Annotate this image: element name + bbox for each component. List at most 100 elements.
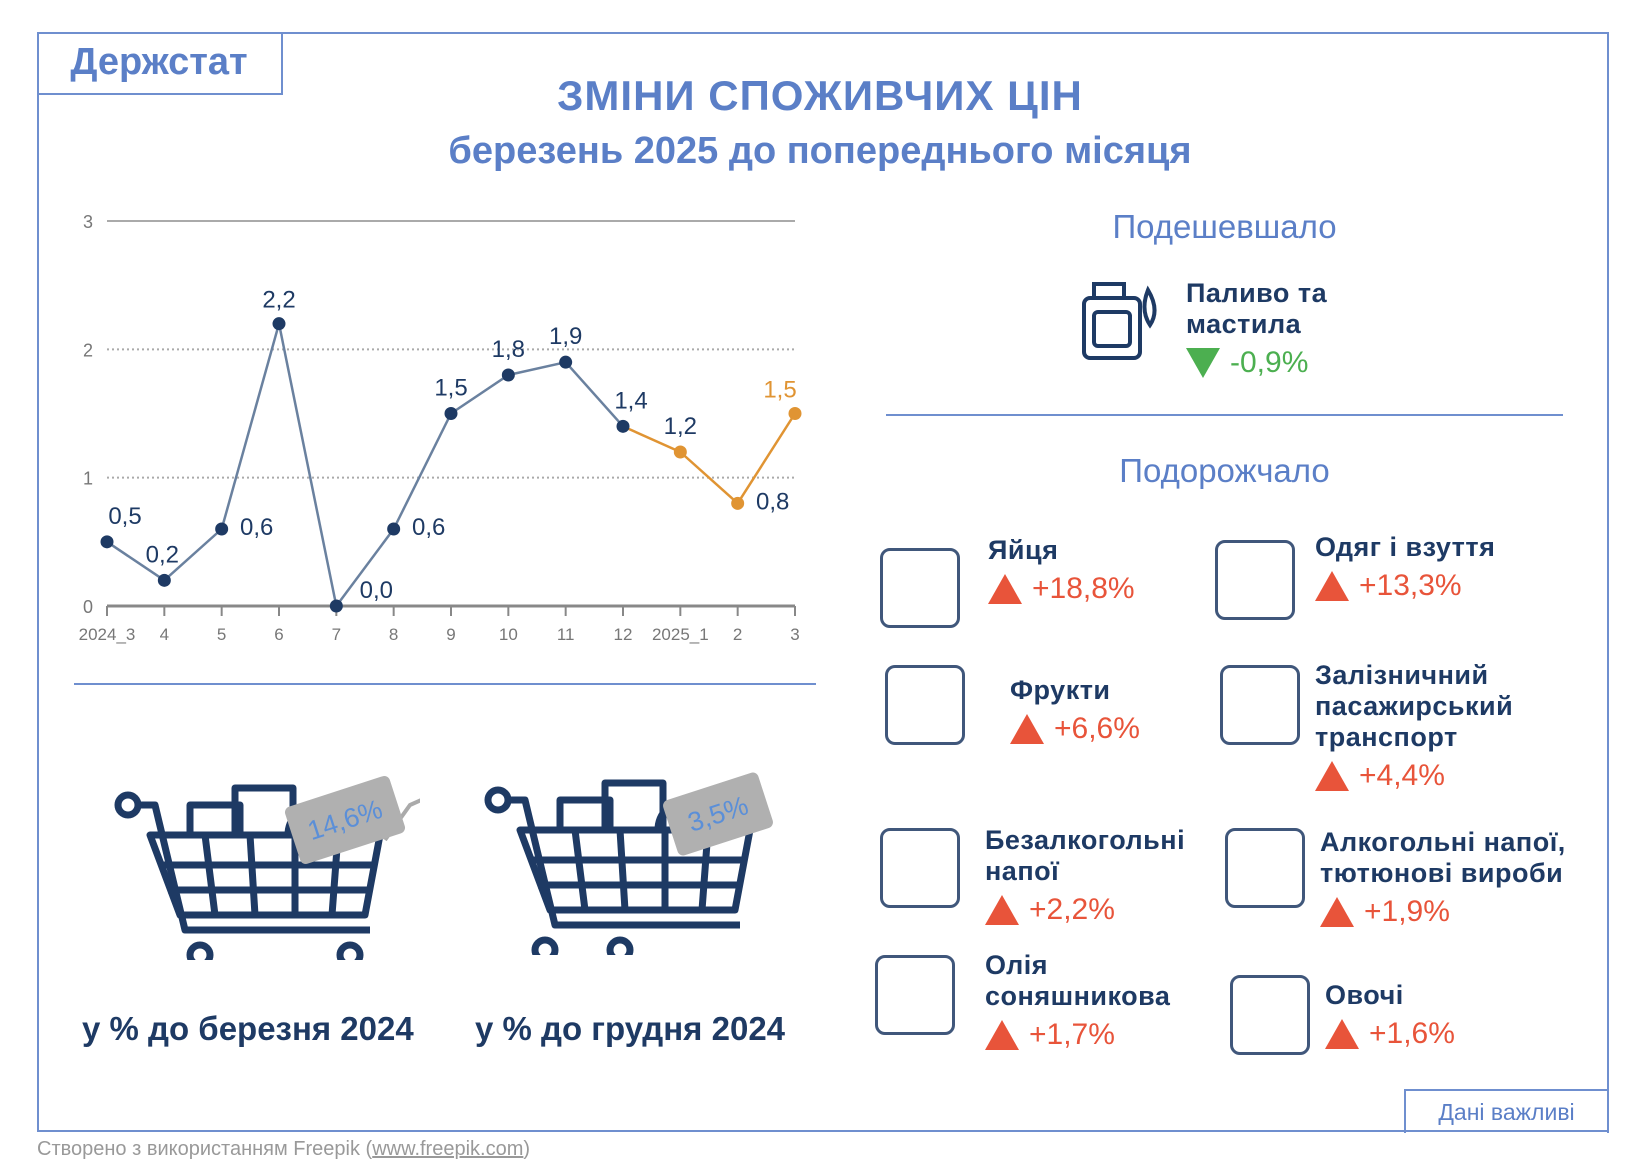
- series-segment: [106, 540, 166, 582]
- up-arrow-icon: [1315, 761, 1349, 791]
- category-change: -0,9%: [1230, 346, 1309, 379]
- logo: Держстат: [37, 32, 283, 95]
- data-point: [673, 445, 687, 459]
- category-item: Овочі +1,6%: [1325, 980, 1455, 1051]
- category-change: +1,9%: [1364, 895, 1450, 928]
- series-segment: [622, 425, 681, 454]
- data-point: [731, 496, 745, 510]
- category-item: Одяг і взуття +13,3%: [1315, 532, 1495, 603]
- data-label: 0,2: [146, 541, 179, 568]
- pricier-heading: Подорожчало: [1119, 452, 1330, 489]
- data-label: 1,9: [549, 323, 582, 350]
- x-tick-label: 2025_1: [652, 625, 709, 644]
- category-item: Залізничний пасажирський транспорт +4,4%: [1315, 660, 1545, 793]
- x-tick-label: 5: [217, 625, 226, 644]
- annual-change-value: 3,5%: [683, 789, 752, 838]
- data-point: [100, 535, 114, 549]
- data-label: 0,6: [412, 514, 445, 541]
- data-point: [501, 368, 515, 382]
- data-label: 1,5: [434, 375, 467, 402]
- data-label: 1,2: [664, 413, 697, 440]
- data-point: [559, 355, 573, 369]
- series-segment: [220, 323, 281, 530]
- x-tick-label: 10: [499, 625, 518, 644]
- up-arrow-icon: [985, 1020, 1019, 1050]
- data-label: 0,0: [360, 577, 393, 604]
- x-tick-label: 11: [557, 625, 575, 644]
- category-name: Алкогольні напої, тютюнові вироби: [1320, 827, 1566, 888]
- freepik-link[interactable]: www.freepik.com: [372, 1138, 524, 1159]
- footer-end: ): [523, 1138, 531, 1159]
- category-name: Олія соняшникова: [985, 950, 1171, 1011]
- category-item: Яйця +18,8%: [988, 535, 1135, 606]
- category-item: Безалкогольні напої +2,2%: [985, 825, 1215, 927]
- up-arrow-icon: [1010, 714, 1044, 744]
- vegetables-icon: [1230, 975, 1310, 1055]
- category-item: Олія соняшникова +1,7%: [985, 950, 1215, 1052]
- category-name: Фрукти: [1010, 675, 1111, 705]
- series-segment: [392, 412, 453, 530]
- footer-text: Створено з використанням Freepik (: [37, 1138, 373, 1159]
- up-arrow-icon: [1320, 897, 1354, 927]
- alcohol-icon: [1225, 828, 1305, 908]
- category-name: Одяг і взуття: [1315, 532, 1496, 562]
- page-subtitle: березень 2025 до попереднього місяця: [448, 130, 1192, 172]
- series-segment: [163, 528, 223, 582]
- category-change: +1,6%: [1369, 1017, 1455, 1050]
- category-change: +1,7%: [1029, 1018, 1115, 1051]
- category-name: Овочі: [1325, 980, 1404, 1010]
- category-name: Залізничний пасажирський транспорт: [1315, 660, 1514, 752]
- category-change: +2,2%: [1029, 893, 1115, 926]
- y-tick-label: 3: [83, 212, 93, 232]
- footer-credit: Створено з використанням Freepik (www.fr…: [37, 1138, 530, 1159]
- category-name: Безалкогольні напої: [985, 825, 1186, 886]
- train-icon: [1220, 665, 1300, 745]
- category-fuel: Паливо та мастила -0,9%: [1186, 278, 1356, 380]
- up-arrow-icon: [988, 574, 1022, 604]
- x-tick-label: 7: [332, 625, 341, 644]
- y-tick-label: 0: [83, 597, 93, 617]
- series-segment: [736, 412, 797, 505]
- data-label: 0,6: [240, 514, 273, 541]
- data-point: [387, 522, 401, 536]
- annual-change-value: 14,6%: [303, 793, 386, 846]
- data-point: [157, 573, 171, 587]
- category-name: Паливо та мастила: [1186, 278, 1328, 339]
- up-arrow-icon: [1325, 1019, 1359, 1049]
- y-tick-label: 1: [83, 469, 93, 489]
- soft-drinks-icon: [880, 828, 960, 908]
- eggs-icon: [880, 548, 960, 628]
- data-label: 0,5: [108, 503, 141, 530]
- category-change: +18,8%: [1032, 572, 1135, 605]
- fruits-icon: [885, 665, 965, 745]
- fuel-canister-icon: [1082, 282, 1157, 360]
- chart-divider: [74, 683, 816, 685]
- data-point: [616, 419, 630, 433]
- annual-label: у % до березня 2024: [82, 1010, 414, 1047]
- x-tick-label: 9: [446, 625, 455, 644]
- frame: [37, 32, 1609, 1132]
- data-point: [788, 407, 802, 420]
- data-point: [215, 522, 229, 536]
- series-segment: [450, 373, 510, 415]
- oil-bottle-icon: [875, 955, 955, 1035]
- up-arrow-icon: [1315, 571, 1349, 601]
- x-tick-label: 6: [274, 625, 283, 644]
- category-change: +13,3%: [1359, 569, 1462, 602]
- data-label: 2,2: [262, 287, 295, 314]
- x-tick-label: 2: [733, 625, 742, 644]
- cheaper-heading: Подешевшало: [1112, 208, 1337, 245]
- series-segment: [335, 528, 395, 607]
- data-important-badge: Дані важливі: [1404, 1089, 1609, 1133]
- clothes-icon: [1215, 540, 1295, 620]
- category-change: +4,4%: [1359, 759, 1445, 792]
- down-arrow-icon: [1186, 348, 1220, 378]
- up-arrow-icon: [985, 895, 1019, 925]
- data-point: [329, 599, 343, 613]
- x-tick-label: 4: [160, 625, 169, 644]
- page-title: ЗМІНИ СПОЖИВЧИХ ЦІН: [557, 72, 1083, 119]
- data-label: 0,8: [756, 488, 789, 515]
- series-segment: [508, 360, 566, 377]
